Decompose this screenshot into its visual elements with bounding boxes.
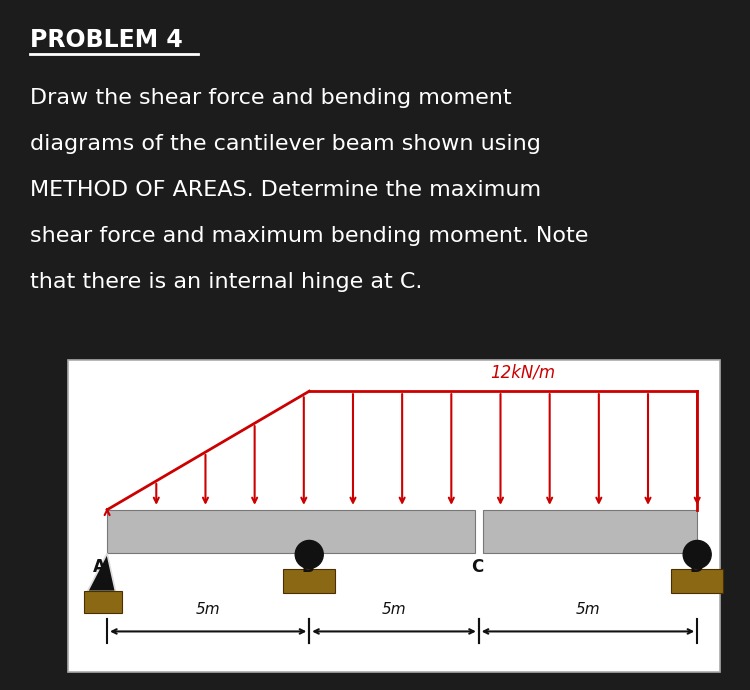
Bar [284,569,335,593]
Bar [107,510,475,553]
Text: METHOD OF AREAS. Determine the maximum: METHOD OF AREAS. Determine the maximum [30,180,542,200]
Circle shape [296,540,323,569]
Bar [671,569,723,593]
Bar [68,360,720,672]
Text: diagrams of the cantilever beam shown using: diagrams of the cantilever beam shown us… [30,134,541,154]
Bar [483,510,698,553]
Polygon shape [88,553,116,591]
Text: that there is an internal hinge at C.: that there is an internal hinge at C. [30,272,422,292]
Text: PROBLEM 4: PROBLEM 4 [30,28,183,52]
Text: 5m: 5m [196,602,220,618]
Circle shape [683,540,711,569]
Text: Draw the shear force and bending moment: Draw the shear force and bending moment [30,88,512,108]
Text: 5m: 5m [576,602,600,618]
Text: 12kN/m: 12kN/m [490,363,555,381]
Text: D: D [689,558,703,576]
Text: A: A [93,558,106,576]
Text: B: B [302,558,313,576]
Text: 5m: 5m [382,602,406,618]
Bar [84,591,122,613]
Text: shear force and maximum bending moment. Note: shear force and maximum bending moment. … [30,226,588,246]
Text: C: C [471,558,483,576]
